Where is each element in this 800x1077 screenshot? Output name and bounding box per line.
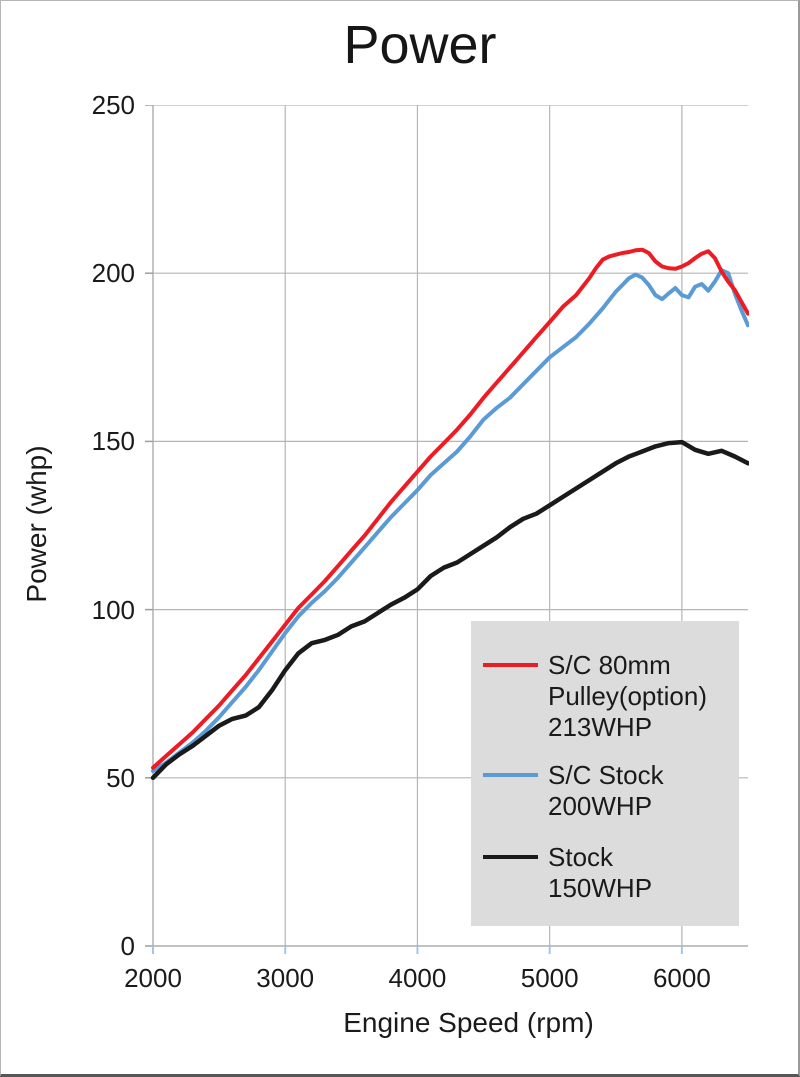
legend-line-swatch-black [483, 855, 538, 859]
y-tick-label-100: 100 [91, 594, 135, 625]
legend-item-sc-stock: S/C Stock 200WHP [483, 760, 739, 822]
legend-label: Stock 150WHP [548, 842, 653, 903]
y-tick-label-200: 200 [91, 258, 135, 289]
y-tick-label-0: 0 [120, 931, 135, 961]
y-tick-label-50: 50 [106, 762, 135, 793]
curve-stock [150, 439, 749, 781]
y-tick-label-250: 250 [91, 90, 135, 120]
legend-label: S/C Stock 200WHP [548, 760, 664, 821]
x-tick-label-5000: 5000 [520, 963, 579, 993]
legend-line-swatch-red [483, 663, 538, 667]
legend-item-sc-80mm-pulley: S/C 80mm Pulley(option) 213WHP [483, 650, 739, 743]
x-tick-label-2000: 2000 [124, 963, 182, 993]
x-tick-label-3000: 3000 [256, 963, 315, 993]
x-tick-label-4000: 4000 [388, 963, 447, 993]
plot-area [145, 105, 749, 954]
legend-label: S/C 80mm Pulley(option) 213WHP [548, 650, 707, 742]
y-axis-title: Power (whp) [21, 445, 52, 603]
legend-line-swatch-blue [483, 773, 538, 777]
legend: S/C 80mm Pulley(option) 213WHP S/C Stock… [471, 621, 739, 926]
y-tick-label-150: 150 [91, 426, 135, 457]
curve-sc-stock [151, 268, 749, 774]
x-axis-title: Engine Speed (rpm) [343, 1007, 594, 1038]
curve-sc-80mm-pulley [151, 247, 749, 770]
chart-title: Power [343, 15, 497, 75]
x-tick-label-6000: 6000 [652, 963, 711, 993]
legend-item-stock: Stock 150WHP [483, 842, 739, 904]
